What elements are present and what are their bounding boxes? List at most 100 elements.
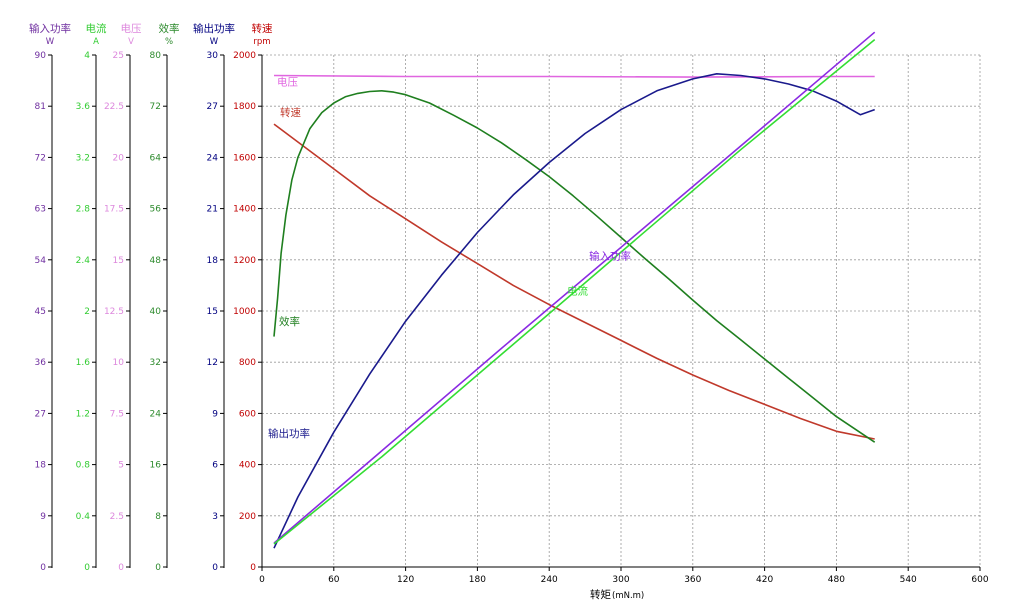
y-tick-label: 1000 <box>233 307 256 317</box>
y-tick-label: 12 <box>207 358 218 368</box>
y-axis-unit: % <box>165 37 173 47</box>
y-tick-label: 20 <box>113 153 125 163</box>
y-tick-label: 1200 <box>233 256 256 266</box>
x-tick-label: 480 <box>828 575 845 585</box>
y-tick-label: 18 <box>35 461 47 471</box>
curve-label: 输入功率 <box>589 250 631 263</box>
curve-label: 电流 <box>567 285 588 298</box>
y-tick-label: 6 <box>212 461 218 471</box>
y-axis-input_power: 0 9 18 27 36 45 54 63 72 81 90 输入功率 W <box>29 22 71 573</box>
y-axis-unit: W <box>46 37 55 47</box>
x-tick-label: 60 <box>328 575 340 585</box>
y-tick-label: 25 <box>113 51 124 61</box>
y-tick-label: 22.5 <box>104 102 124 112</box>
y-axis-title: 输入功率 <box>29 22 71 35</box>
y-tick-label: 0.4 <box>76 512 91 522</box>
y-tick-label: 800 <box>239 358 256 368</box>
y-tick-label: 1.6 <box>76 358 91 368</box>
y-tick-label: 200 <box>239 512 256 522</box>
y-tick-label: 0 <box>155 563 161 573</box>
curve-label: 电压 <box>277 75 298 88</box>
y-tick-label: 21 <box>207 205 218 215</box>
y-axis-title: 电压 <box>121 22 142 35</box>
y-tick-label: 2 <box>84 307 90 317</box>
y-axis-title: 效率 <box>159 22 180 35</box>
y-tick-label: 56 <box>150 205 162 215</box>
x-tick-label: 420 <box>756 575 773 585</box>
y-axis-unit: W <box>210 37 219 47</box>
y-tick-label: 72 <box>150 102 161 112</box>
y-tick-label: 0 <box>84 563 90 573</box>
x-tick-label: 300 <box>612 575 629 585</box>
x-tick-label: 600 <box>971 575 988 585</box>
x-tick-label: 360 <box>684 575 701 585</box>
y-tick-label: 72 <box>35 153 46 163</box>
x-axis: 0 60 120 180 240 300 360 420 480 540 600 转矩 (mN.m) <box>259 566 989 601</box>
series-line-input-power <box>273 31 876 544</box>
y-tick-label: 3.2 <box>76 153 90 163</box>
y-tick-label: 10 <box>113 358 125 368</box>
x-tick-label: 0 <box>259 575 265 585</box>
y-tick-label: 48 <box>150 256 162 266</box>
series-line-current <box>273 38 876 545</box>
y-tick-label: 8 <box>155 512 161 522</box>
curve-label: 效率 <box>279 315 300 328</box>
y-tick-label: 2.8 <box>76 205 91 215</box>
y-tick-label: 45 <box>35 307 46 317</box>
y-tick-label: 1.2 <box>76 409 90 419</box>
y-tick-label: 0 <box>118 563 124 573</box>
y-tick-label: 400 <box>239 461 256 471</box>
y-tick-label: 54 <box>35 256 47 266</box>
y-tick-label: 1400 <box>233 205 256 215</box>
y-tick-label: 0 <box>250 563 256 573</box>
x-tick-label: 540 <box>900 575 917 585</box>
y-tick-label: 27 <box>35 409 46 419</box>
y-tick-label: 36 <box>35 358 47 368</box>
y-tick-label: 27 <box>207 102 218 112</box>
y-tick-label: 40 <box>150 307 162 317</box>
y-axis-efficiency: 0 8 16 24 32 40 48 56 64 72 80 效率% <box>150 22 180 573</box>
y-tick-label: 80 <box>150 51 162 61</box>
x-tick-label: 120 <box>397 575 414 585</box>
y-tick-label: 0.8 <box>76 461 91 471</box>
y-tick-label: 9 <box>40 512 46 522</box>
series-line-speed <box>273 123 875 440</box>
y-tick-label: 5 <box>118 461 124 471</box>
y-tick-label: 18 <box>207 256 219 266</box>
y-axis-unit: V <box>128 37 134 47</box>
y-axis-title: 转速 <box>252 22 273 35</box>
x-axis-unit: (mN.m) <box>612 591 644 601</box>
y-tick-label: 7.5 <box>110 409 124 419</box>
y-axis-output_power: 0 3 6 9 12 15 18 21 24 27 30 输出功率 W <box>193 22 235 573</box>
series-line-voltage <box>273 74 875 78</box>
x-axis-title: 转矩 <box>590 588 611 601</box>
curve-label: 输出功率 <box>268 427 310 440</box>
y-tick-label: 15 <box>113 256 124 266</box>
y-tick-label: 3.6 <box>76 102 91 112</box>
y-tick-label: 1800 <box>233 102 256 112</box>
y-tick-label: 30 <box>207 51 219 61</box>
y-tick-label: 32 <box>150 358 161 368</box>
plot-grid <box>262 54 981 567</box>
y-tick-label: 3 <box>212 512 218 522</box>
y-tick-label: 64 <box>150 153 162 163</box>
curve-label: 转速 <box>280 106 301 119</box>
y-tick-label: 17.5 <box>104 205 124 215</box>
y-tick-label: 24 <box>207 153 219 163</box>
y-axis-speed: 0 200 400 600 800 1000 1200 1400 1600 1800 2000 转速 r… <box>233 22 273 573</box>
y-tick-label: 9 <box>212 409 218 419</box>
y-tick-label: 0 <box>40 563 46 573</box>
series-line-output-power <box>273 73 875 549</box>
y-tick-label: 1600 <box>233 153 256 163</box>
y-tick-label: 2.5 <box>110 512 124 522</box>
y-tick-label: 90 <box>35 51 47 61</box>
y-axis-voltage: 0 2.5 5 7.5 10 12.5 15 17.5 20 22.5 25 电压 V <box>104 22 142 573</box>
y-axis-title: 电流 <box>86 22 107 35</box>
y-tick-label: 2.4 <box>76 256 91 266</box>
y-axis-title: 输出功率 <box>193 22 235 35</box>
y-tick-label: 81 <box>35 102 46 112</box>
y-axis-current: 0 0.4 0.8 1.2 1.6 2 2.4 2.8 3.2 3.6 4 电流 A <box>76 22 107 573</box>
y-tick-label: 0 <box>212 563 218 573</box>
y-tick-label: 16 <box>150 461 162 471</box>
